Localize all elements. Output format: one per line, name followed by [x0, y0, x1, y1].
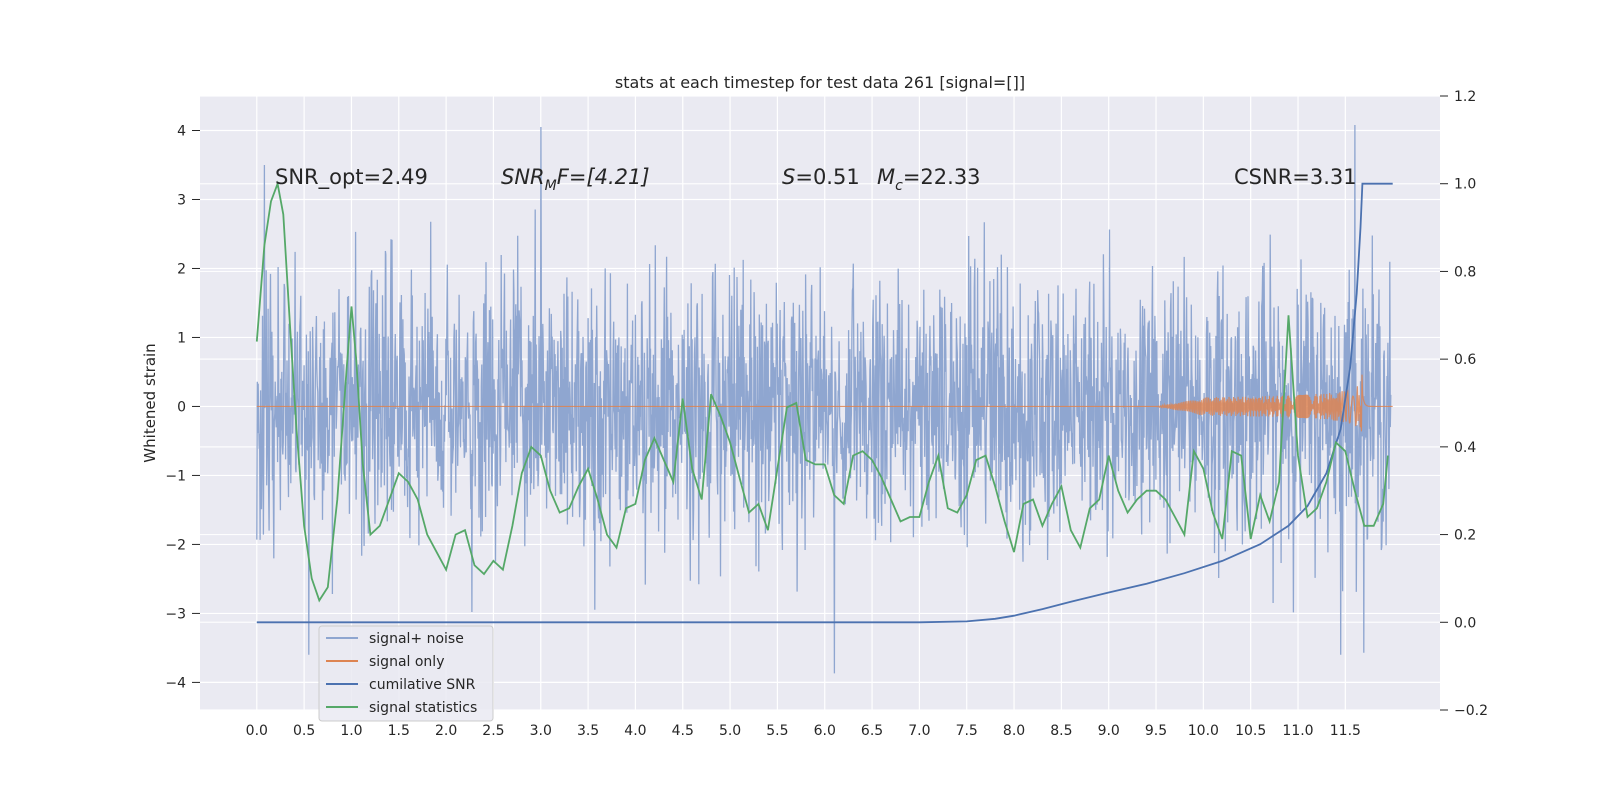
- x-tick-label: 2.0: [435, 723, 457, 739]
- x-tick-label: 7.5: [956, 723, 978, 739]
- s-label: S: [782, 165, 795, 189]
- y2-axis-ticks: 1.2 1.0 0.8 0.6 0.4 0.2 0.0 −0.2: [1440, 89, 1488, 719]
- x-tick-label: 9.0: [1098, 723, 1120, 739]
- x-tick-label: 3.5: [577, 723, 599, 739]
- y-tick-label: 2: [177, 261, 186, 277]
- signal-only-series: [256, 374, 1393, 432]
- y-tick-label: −4: [165, 675, 186, 691]
- x-tick-label: 11.0: [1282, 723, 1313, 739]
- annotation-csnr: CSNR=3.31: [1234, 165, 1357, 189]
- y2-tick-label: 1.2: [1454, 89, 1476, 105]
- y2-tick-label: 0.8: [1454, 264, 1476, 280]
- legend-label-stats: signal statistics: [369, 700, 477, 716]
- x-tick-label: 2.5: [482, 723, 504, 739]
- y-tick-label: 3: [177, 192, 186, 208]
- y2-tick-label: −0.2: [1454, 703, 1488, 719]
- x-tick-label: 0.0: [246, 723, 268, 739]
- legend-box: [318, 625, 494, 722]
- legend-label-signal: signal only: [369, 654, 444, 670]
- legend: signal+ noise signal only cumilative SNR…: [318, 625, 494, 722]
- x-tick-label: 8.5: [1050, 723, 1072, 739]
- snr-mf-tail: F=[4.21]: [557, 165, 650, 189]
- annotation-mc: Mc=22.33: [877, 165, 981, 194]
- cumulative-snr-series: [256, 182, 1393, 624]
- x-axis-ticks: 0.0 0.5 1.0 1.5 2.0 2.5 3.0 3.5 4.0 4.5 5.0 5.5 6.0 6…: [246, 723, 1361, 739]
- x-tick-label: 9.5: [1145, 723, 1167, 739]
- x-tick-label: 4.0: [624, 723, 646, 739]
- y-tick-label: 0: [177, 399, 186, 415]
- y-tick-label: 1: [177, 330, 186, 346]
- y-tick-label: −1: [165, 468, 186, 484]
- y2-tick-label: 0.0: [1454, 615, 1476, 631]
- x-tick-label: 4.5: [672, 723, 694, 739]
- x-tick-label: 6.5: [861, 723, 883, 739]
- s-value: =0.51: [795, 165, 859, 189]
- chart-title: stats at each timestep for test data 261…: [615, 73, 1025, 92]
- x-tick-label: 1.5: [388, 723, 410, 739]
- mc-value: =22.33: [903, 165, 981, 189]
- x-tick-label: 0.5: [293, 723, 315, 739]
- y-axis-ticks: 4 3 2 1 0 −1 −2 −3 −4: [165, 123, 200, 691]
- x-tick-label: 5.0: [719, 723, 741, 739]
- annotation-snr-mf: SNRMF=[4.21]: [501, 165, 650, 194]
- y2-tick-label: 0.6: [1454, 352, 1476, 368]
- snr-mf-sub: M: [545, 178, 557, 194]
- mc-sub: c: [895, 178, 903, 194]
- y-tick-label: −3: [165, 606, 186, 622]
- x-tick-label: 1.0: [340, 723, 362, 739]
- y2-tick-label: 1.0: [1454, 177, 1476, 193]
- annotation-snr-opt: SNR_opt=2.49: [275, 165, 428, 190]
- x-tick-label: 8.0: [1003, 723, 1025, 739]
- annotation-s: S=0.51: [782, 165, 860, 189]
- x-tick-label: 5.5: [766, 723, 788, 739]
- y2-tick-label: 0.4: [1454, 440, 1476, 456]
- y-tick-label: 4: [177, 123, 186, 139]
- x-tick-label: 11.5: [1330, 723, 1361, 739]
- mc-label: M: [877, 165, 895, 189]
- y2-tick-label: 0.2: [1454, 528, 1476, 544]
- x-tick-label: 10.0: [1188, 723, 1219, 739]
- signal-noise-line: [256, 124, 1392, 674]
- x-tick-label: 3.0: [530, 723, 552, 739]
- x-tick-label: 7.0: [908, 723, 930, 739]
- signal-statistics-series: [255, 180, 1389, 603]
- signal-noise-series: [256, 124, 1392, 674]
- signal-only-line: [256, 374, 1393, 432]
- legend-label-noise: signal+ noise: [369, 631, 464, 647]
- legend-label-csnr: cumilative SNR: [369, 677, 476, 693]
- y-tick-label: −2: [165, 537, 186, 553]
- snr-mf-label: SNR: [501, 165, 545, 189]
- cumulative-snr-line: [256, 182, 1393, 624]
- x-tick-label: 6.0: [814, 723, 836, 739]
- signal-statistics-line: [255, 180, 1389, 603]
- x-tick-label: 10.5: [1235, 723, 1266, 739]
- y-axis-label: Whitened strain: [141, 343, 159, 462]
